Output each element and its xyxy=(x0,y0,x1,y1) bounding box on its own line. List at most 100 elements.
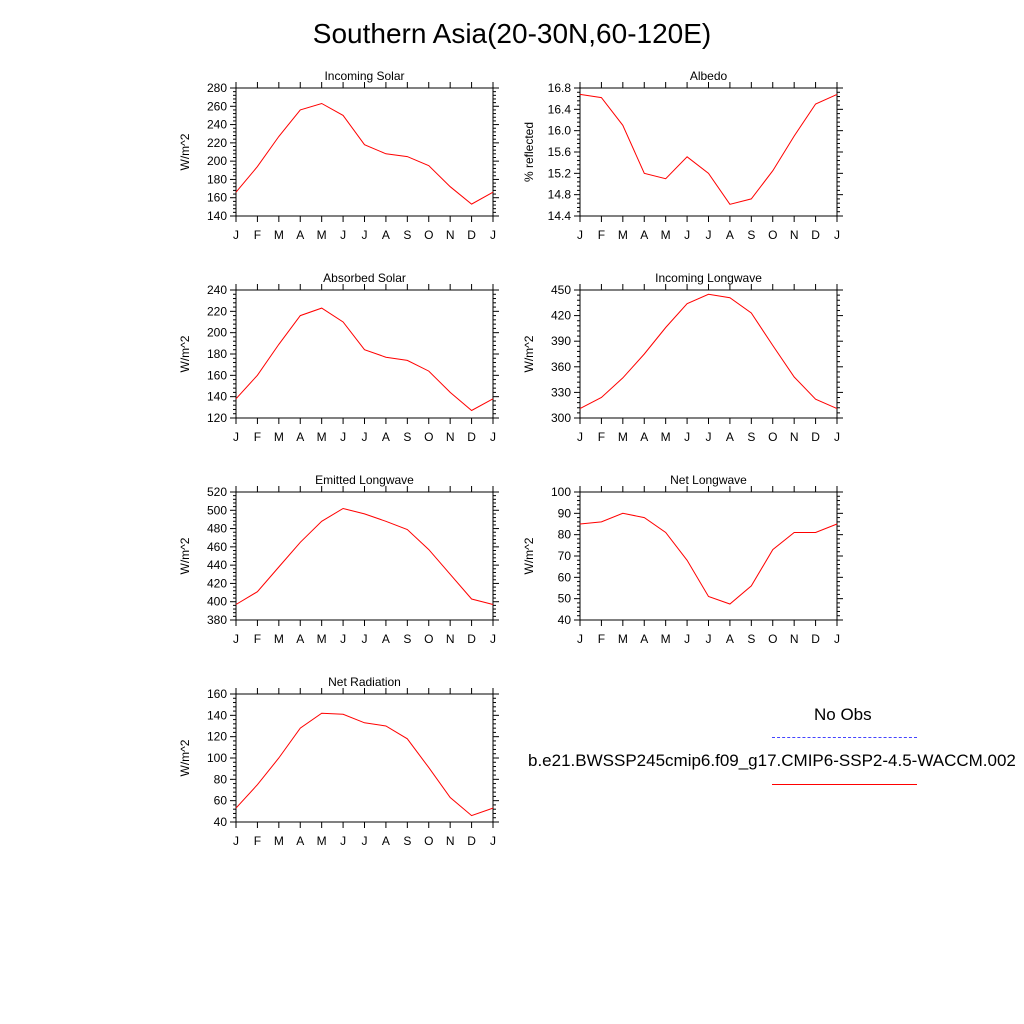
x-tick-label: M xyxy=(661,632,671,646)
x-tick-label: M xyxy=(317,632,327,646)
x-tick-label: J xyxy=(362,228,368,242)
y-tick-label: 400 xyxy=(207,595,227,609)
y-tick-label: 220 xyxy=(207,304,227,318)
y-tick-label: 240 xyxy=(207,118,227,132)
x-tick-label: M xyxy=(274,430,284,444)
x-tick-label: M xyxy=(618,228,628,242)
x-tick-label: S xyxy=(747,430,755,444)
x-tick-label: M xyxy=(661,430,671,444)
x-tick-label: O xyxy=(424,632,433,646)
y-tick-label: 100 xyxy=(207,751,227,765)
legend-obs-line xyxy=(772,737,917,738)
chart-title: Incoming Solar xyxy=(324,69,405,83)
x-tick-label: J xyxy=(577,632,583,646)
y-tick-label: 140 xyxy=(207,708,227,722)
x-tick-label: O xyxy=(768,228,777,242)
series-line xyxy=(579,512,838,605)
x-tick-label: M xyxy=(317,228,327,242)
series-line xyxy=(235,102,494,205)
y-tick-label: 520 xyxy=(207,485,227,499)
x-tick-label: J xyxy=(577,430,583,444)
chart-emitted-longwave: Emitted Longwave W/m^2 380 400 420 440 460 480 5… xyxy=(178,472,520,672)
x-tick-label: D xyxy=(811,228,820,242)
x-tick-label: J xyxy=(340,430,346,444)
x-tick-label: J xyxy=(706,228,712,242)
x-tick-label: J xyxy=(233,834,239,848)
x-tick-label: J xyxy=(362,834,368,848)
x-tick-label: J xyxy=(834,632,840,646)
x-tick-label: M xyxy=(274,632,284,646)
plot-frame xyxy=(235,491,494,621)
x-tick-label: A xyxy=(726,228,734,242)
x-tick-label: A xyxy=(296,834,304,848)
y-tick-label: 16.8 xyxy=(548,81,572,95)
y-tick-label: 160 xyxy=(207,687,227,701)
legend-model-line xyxy=(772,784,917,785)
x-tick-label: M xyxy=(274,834,284,848)
y-tick-label: 100 xyxy=(551,485,571,499)
x-tick-label: M xyxy=(274,228,284,242)
y-tick-label: 480 xyxy=(207,522,227,536)
chart-albedo: Albedo% reflected 14.4 14.8 15.2 15.6 16.0 16.… xyxy=(522,68,864,268)
chart-incoming-longwave: Incoming Longwave W/m^2 300 330 360 390 420 450… xyxy=(522,270,864,470)
y-tick-label: 180 xyxy=(207,347,227,361)
x-tick-label: O xyxy=(424,834,433,848)
y-tick-label: 440 xyxy=(207,558,227,572)
y-tick-label: 70 xyxy=(558,549,572,563)
y-tick-label: 140 xyxy=(207,390,227,404)
x-tick-label: J xyxy=(233,228,239,242)
chart-title: Net Longwave xyxy=(670,473,747,487)
y-tick-label: 120 xyxy=(207,411,227,425)
x-tick-label: J xyxy=(340,632,346,646)
y-tick-label: 60 xyxy=(214,794,228,808)
plot-frame xyxy=(235,87,494,217)
x-tick-label: S xyxy=(403,228,411,242)
chart-incoming-solar: Incoming Solar W/m^2 140 160 180 200 220 240 260… xyxy=(178,68,520,268)
series-line xyxy=(235,712,494,817)
y-tick-label: 80 xyxy=(214,772,228,786)
y-tick-label: 330 xyxy=(551,385,571,399)
series-line xyxy=(579,293,838,410)
x-tick-label: J xyxy=(340,834,346,848)
x-tick-label: J xyxy=(362,430,368,444)
x-tick-label: A xyxy=(296,228,304,242)
x-tick-label: M xyxy=(618,430,628,444)
x-tick-label: S xyxy=(403,430,411,444)
y-tick-label: 300 xyxy=(551,411,571,425)
x-tick-label: J xyxy=(490,834,496,848)
x-tick-label: J xyxy=(834,430,840,444)
x-tick-label: A xyxy=(382,834,390,848)
y-tick-label: 200 xyxy=(207,154,227,168)
x-tick-label: S xyxy=(747,632,755,646)
x-tick-label: O xyxy=(424,228,433,242)
y-tick-label: 14.8 xyxy=(548,188,572,202)
x-tick-label: J xyxy=(706,430,712,444)
x-tick-label: N xyxy=(446,632,455,646)
x-tick-label: J xyxy=(834,228,840,242)
x-tick-label: D xyxy=(811,632,820,646)
chart-title: Incoming Longwave xyxy=(655,271,762,285)
x-tick-label: A xyxy=(382,228,390,242)
x-tick-label: J xyxy=(684,430,690,444)
x-tick-label: J xyxy=(577,228,583,242)
y-tick-label: 160 xyxy=(207,368,227,382)
y-tick-label: 220 xyxy=(207,136,227,150)
x-tick-label: J xyxy=(684,228,690,242)
y-tick-label: 420 xyxy=(551,309,571,323)
y-tick-label: 40 xyxy=(214,815,228,829)
y-tick-label: 15.2 xyxy=(548,166,572,180)
x-tick-label: A xyxy=(640,430,648,444)
x-tick-label: F xyxy=(598,228,605,242)
x-tick-label: A xyxy=(296,430,304,444)
chart-title: Net Radiation xyxy=(328,675,401,689)
x-tick-label: A xyxy=(382,430,390,444)
x-tick-label: J xyxy=(684,632,690,646)
x-tick-label: A xyxy=(382,632,390,646)
x-tick-label: N xyxy=(446,228,455,242)
x-tick-label: D xyxy=(467,632,476,646)
x-tick-label: N xyxy=(790,632,799,646)
